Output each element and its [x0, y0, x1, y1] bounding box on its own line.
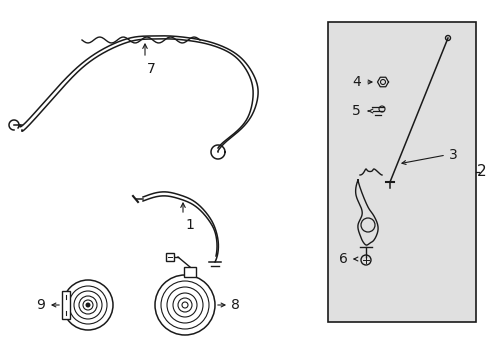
Text: 3: 3: [448, 148, 457, 162]
Bar: [327, 22, 475, 322]
Text: 6: 6: [339, 252, 347, 266]
Text: 4: 4: [351, 75, 360, 89]
Text: 1: 1: [184, 218, 193, 232]
Bar: [183, 267, 196, 277]
Bar: [62, 291, 70, 319]
Text: 5: 5: [351, 104, 360, 118]
Bar: [165, 253, 174, 261]
Text: 8: 8: [230, 298, 240, 312]
Text: 2: 2: [476, 165, 486, 180]
Text: 9: 9: [36, 298, 45, 312]
Text: 7: 7: [147, 62, 156, 76]
Circle shape: [85, 302, 90, 307]
